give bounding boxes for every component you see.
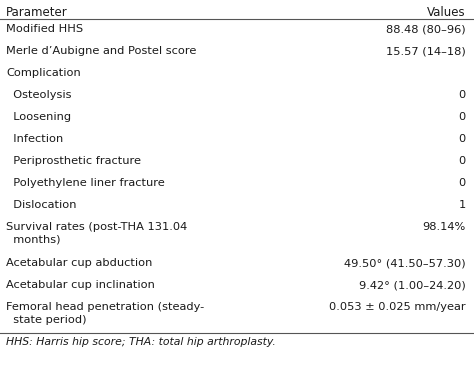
Text: Femoral head penetration (steady-
  state period): Femoral head penetration (steady- state …	[6, 302, 204, 325]
Text: Dislocation: Dislocation	[6, 200, 76, 210]
Text: Acetabular cup inclination: Acetabular cup inclination	[6, 280, 155, 290]
Text: 0.053 ± 0.025 mm/year: 0.053 ± 0.025 mm/year	[329, 302, 466, 312]
Text: Values: Values	[428, 6, 466, 19]
Text: 9.42° (1.00–24.20): 9.42° (1.00–24.20)	[359, 280, 466, 290]
Text: Periprosthetic fracture: Periprosthetic fracture	[6, 156, 141, 166]
Text: Parameter: Parameter	[6, 6, 68, 19]
Text: 0: 0	[459, 112, 466, 122]
Text: Complication: Complication	[6, 68, 81, 78]
Text: 0: 0	[459, 156, 466, 166]
Text: Infection: Infection	[6, 134, 63, 144]
Text: 49.50° (41.50–57.30): 49.50° (41.50–57.30)	[345, 258, 466, 268]
Text: 0: 0	[459, 90, 466, 100]
Text: Merle d’Aubigne and Postel score: Merle d’Aubigne and Postel score	[6, 46, 196, 56]
Text: 0: 0	[459, 134, 466, 144]
Text: 15.57 (14–18): 15.57 (14–18)	[386, 46, 466, 56]
Text: 0: 0	[459, 178, 466, 188]
Text: Modified HHS: Modified HHS	[6, 24, 83, 34]
Text: Survival rates (post-THA 131.04
  months): Survival rates (post-THA 131.04 months)	[6, 222, 187, 245]
Text: Polyethylene liner fracture: Polyethylene liner fracture	[6, 178, 165, 188]
Text: 88.48 (80–96): 88.48 (80–96)	[386, 24, 466, 34]
Text: Osteolysis: Osteolysis	[6, 90, 72, 100]
Text: HHS: Harris hip score; THA: total hip arthroplasty.: HHS: Harris hip score; THA: total hip ar…	[6, 337, 276, 347]
Text: 1: 1	[459, 200, 466, 210]
Text: 98.14%: 98.14%	[423, 222, 466, 232]
Text: Loosening: Loosening	[6, 112, 71, 122]
Text: Acetabular cup abduction: Acetabular cup abduction	[6, 258, 152, 268]
